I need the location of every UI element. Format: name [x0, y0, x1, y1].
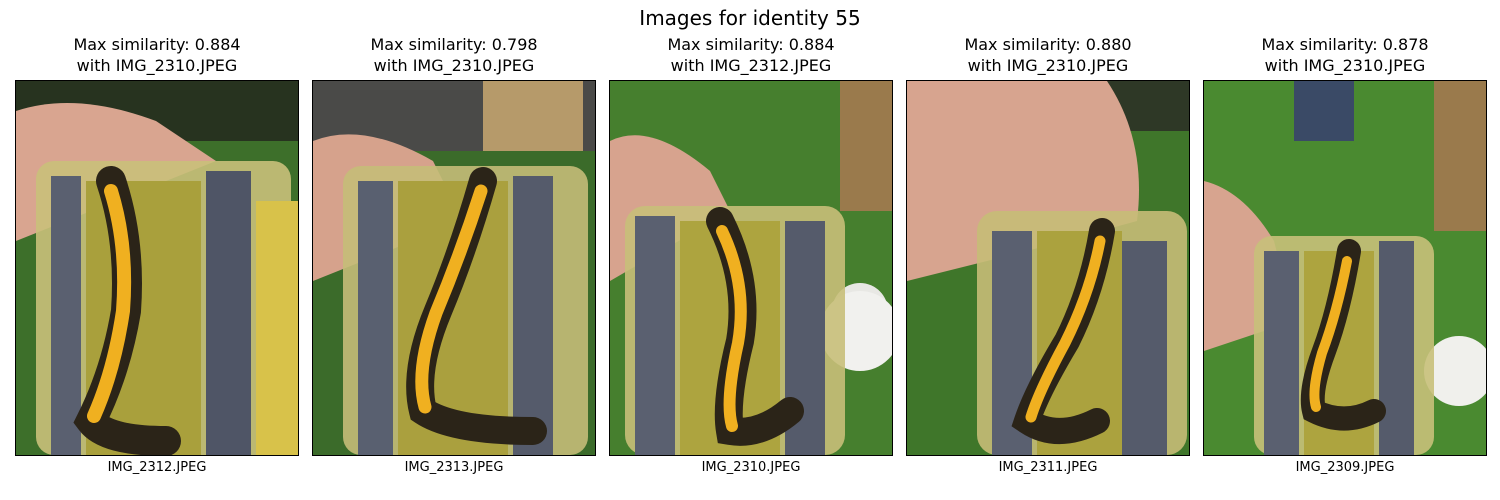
similarity-score: Max similarity: 0.884	[667, 35, 835, 54]
panel-title: Max similarity: 0.884 with IMG_2312.JPEG	[589, 34, 913, 76]
match-reference: with IMG_2310.JPEG	[76, 56, 238, 75]
match-reference: with IMG_2310.JPEG	[967, 56, 1129, 75]
newt-photo	[15, 80, 299, 456]
image-filename: IMG_2309.JPEG	[1295, 460, 1395, 475]
image-filename: IMG_2310.JPEG	[701, 460, 801, 475]
match-reference: with IMG_2310.JPEG	[373, 56, 535, 75]
image-panel-5: Max similarity: 0.878 with IMG_2310.JPEG…	[1203, 0, 1487, 500]
image-filename: IMG_2313.JPEG	[404, 460, 504, 475]
similarity-score: Max similarity: 0.878	[1261, 35, 1429, 54]
image-panel-4: Max similarity: 0.880 with IMG_2310.JPEG…	[906, 0, 1190, 500]
similarity-score: Max similarity: 0.798	[370, 35, 538, 54]
similarity-score: Max similarity: 0.884	[73, 35, 241, 54]
image-filename: IMG_2312.JPEG	[107, 460, 207, 475]
panel-title: Max similarity: 0.880 with IMG_2310.JPEG	[886, 34, 1210, 76]
figure-title: Images for identity 55	[639, 6, 861, 30]
newt-photo-illustration	[313, 81, 595, 455]
panel-title: Max similarity: 0.878 with IMG_2310.JPEG	[1183, 34, 1500, 76]
newt-photo-illustration	[610, 81, 892, 455]
match-reference: with IMG_2310.JPEG	[1264, 56, 1426, 75]
newt-photo-illustration	[907, 81, 1189, 455]
match-reference: with IMG_2312.JPEG	[670, 56, 832, 75]
newt-photo	[609, 80, 893, 456]
similarity-score: Max similarity: 0.880	[964, 35, 1132, 54]
panel-title: Max similarity: 0.884 with IMG_2310.JPEG	[0, 34, 319, 76]
newt-photo-illustration	[16, 81, 298, 455]
image-panel-2: Max similarity: 0.798 with IMG_2310.JPEG…	[312, 0, 596, 500]
newt-photo-illustration	[1204, 81, 1486, 455]
newt-photo	[906, 80, 1190, 456]
panel-title: Max similarity: 0.798 with IMG_2310.JPEG	[292, 34, 616, 76]
newt-photo	[1203, 80, 1487, 456]
image-panel-1: Max similarity: 0.884 with IMG_2310.JPEG…	[15, 0, 299, 500]
newt-photo	[312, 80, 596, 456]
image-panel-3: Max similarity: 0.884 with IMG_2312.JPEG…	[609, 0, 893, 500]
image-filename: IMG_2311.JPEG	[998, 460, 1098, 475]
